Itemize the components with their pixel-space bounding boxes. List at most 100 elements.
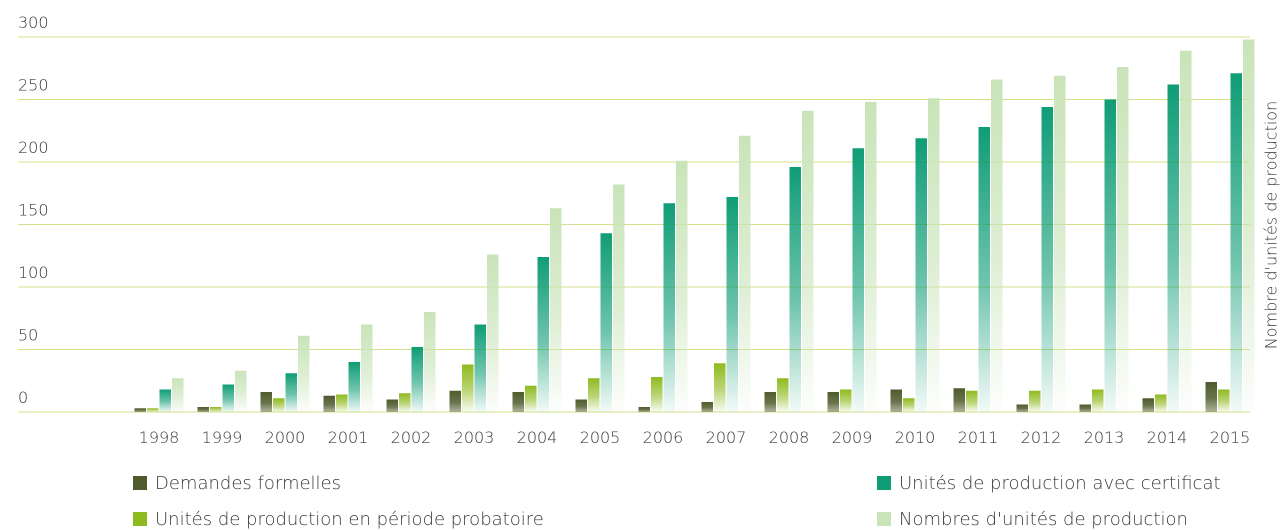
y-tick-label: 0 bbox=[18, 388, 28, 407]
x-tick-label: 2006 bbox=[643, 428, 684, 447]
bar bbox=[348, 362, 360, 412]
bar bbox=[1243, 39, 1255, 412]
bar bbox=[525, 385, 537, 412]
legend-swatch bbox=[133, 512, 147, 526]
bar bbox=[222, 384, 234, 412]
legend-swatch bbox=[133, 476, 147, 490]
bar bbox=[928, 98, 940, 412]
bar bbox=[474, 324, 486, 412]
bar bbox=[487, 254, 499, 412]
bar bbox=[550, 208, 562, 412]
bar bbox=[1205, 382, 1217, 412]
bar bbox=[537, 257, 549, 412]
bar bbox=[1104, 99, 1116, 412]
x-tick-label: 2010 bbox=[895, 428, 936, 447]
x-tick-label: 2002 bbox=[391, 428, 432, 447]
x-tick-label: 2014 bbox=[1147, 428, 1188, 447]
bar bbox=[386, 399, 398, 412]
x-tick-label: 2011 bbox=[958, 428, 999, 447]
bar bbox=[827, 392, 839, 412]
y-tick-label: 150 bbox=[18, 201, 49, 220]
bar bbox=[323, 395, 335, 412]
x-tick-label: 1999 bbox=[202, 428, 243, 447]
legend-label: Nombres d'unités de production bbox=[899, 509, 1188, 530]
y-axis-label: Nombre d'unités de production bbox=[1262, 101, 1281, 349]
bar bbox=[424, 312, 436, 412]
x-tick-label: 2001 bbox=[328, 428, 369, 447]
x-tick-label: 2007 bbox=[706, 428, 747, 447]
y-tick-label: 250 bbox=[18, 76, 49, 95]
bar bbox=[1041, 107, 1053, 412]
bar bbox=[361, 324, 373, 412]
bar bbox=[600, 233, 612, 412]
bar bbox=[1230, 73, 1242, 412]
bar bbox=[1029, 390, 1041, 412]
bar bbox=[1142, 398, 1154, 412]
x-tick-label: 2015 bbox=[1210, 428, 1251, 447]
bar bbox=[663, 203, 675, 412]
bar bbox=[953, 388, 965, 412]
bar bbox=[865, 102, 877, 412]
y-tick-label: 100 bbox=[18, 263, 49, 282]
bar bbox=[991, 79, 1003, 412]
x-tick-label: 1998 bbox=[139, 428, 180, 447]
bar bbox=[1054, 75, 1066, 412]
x-tick-label: 2012 bbox=[1021, 428, 1062, 447]
bar bbox=[651, 377, 663, 412]
bar bbox=[462, 364, 474, 412]
bar bbox=[134, 408, 146, 412]
bar bbox=[852, 148, 864, 412]
bar bbox=[903, 398, 915, 412]
bar bbox=[789, 167, 801, 412]
x-tick-label: 2003 bbox=[454, 428, 495, 447]
bar bbox=[739, 135, 751, 412]
legend-swatch bbox=[877, 512, 891, 526]
bar bbox=[197, 407, 209, 412]
bar bbox=[676, 160, 688, 412]
bar bbox=[1117, 67, 1129, 412]
x-tick-label: 2005 bbox=[580, 428, 621, 447]
bar bbox=[235, 370, 247, 412]
bar bbox=[285, 373, 297, 412]
bar bbox=[399, 393, 411, 412]
bar bbox=[726, 197, 738, 412]
bar bbox=[575, 399, 587, 412]
legend-label: Demandes formelles bbox=[155, 473, 341, 494]
bar bbox=[1092, 389, 1104, 412]
x-tick-label: 2008 bbox=[769, 428, 810, 447]
legend-label: Unités de production en période probatoi… bbox=[155, 509, 544, 530]
bar bbox=[449, 390, 461, 412]
bar bbox=[890, 389, 902, 412]
bar bbox=[1079, 404, 1091, 412]
bar bbox=[210, 407, 222, 412]
x-tick-label: 2009 bbox=[832, 428, 873, 447]
x-tick-label: 2000 bbox=[265, 428, 306, 447]
bar bbox=[1180, 50, 1192, 412]
y-tick-label: 300 bbox=[18, 13, 49, 32]
bar bbox=[298, 335, 310, 412]
bar bbox=[411, 347, 423, 412]
bar bbox=[1016, 404, 1028, 412]
bar bbox=[273, 398, 285, 412]
bar bbox=[714, 363, 726, 412]
bar bbox=[147, 408, 159, 412]
bar bbox=[701, 402, 713, 412]
bar bbox=[764, 392, 776, 412]
bar bbox=[613, 184, 625, 412]
bar bbox=[1155, 394, 1167, 412]
bar bbox=[978, 127, 990, 412]
legend-label: Unités de production avec certificat bbox=[899, 473, 1221, 494]
bar bbox=[588, 378, 600, 412]
bar bbox=[777, 378, 789, 412]
bar bbox=[638, 407, 650, 412]
bar bbox=[802, 110, 814, 412]
bar bbox=[840, 389, 852, 412]
bar bbox=[159, 389, 171, 412]
bar bbox=[1218, 389, 1230, 412]
bar bbox=[966, 390, 978, 412]
bar bbox=[172, 378, 184, 412]
bar bbox=[260, 392, 272, 412]
y-tick-label: 50 bbox=[18, 326, 38, 345]
bar bbox=[1167, 84, 1179, 412]
